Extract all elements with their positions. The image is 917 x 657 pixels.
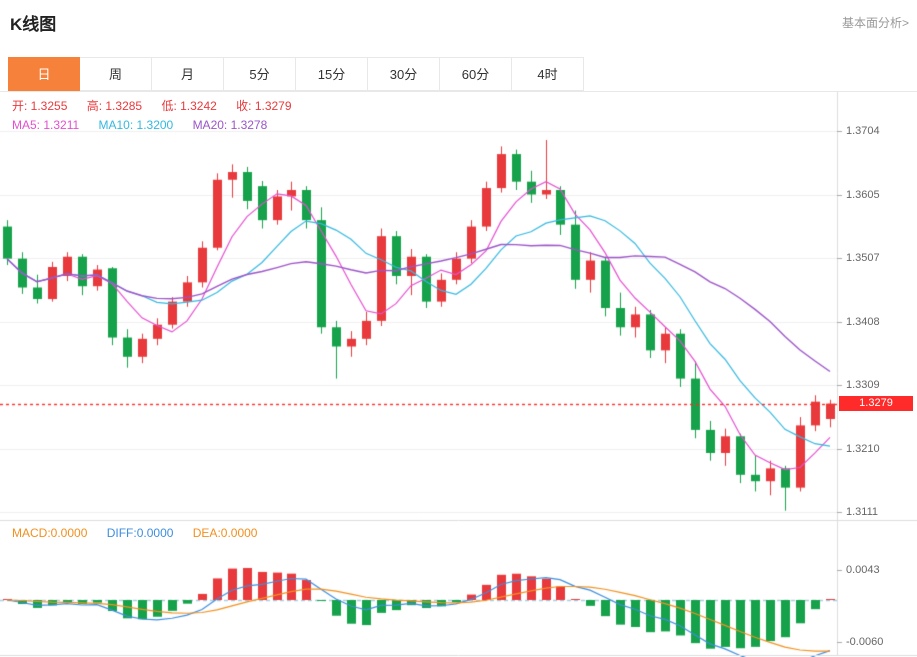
tab-4hour[interactable]: 4时 bbox=[512, 57, 584, 91]
chart-canvas[interactable] bbox=[0, 92, 917, 657]
fundamental-analysis-link[interactable]: 基本面分析> bbox=[841, 16, 909, 30]
tab-60min[interactable]: 60分 bbox=[440, 57, 512, 91]
tab-30min[interactable]: 30分 bbox=[368, 57, 440, 91]
page-title: K线图 bbox=[10, 15, 57, 34]
kline-chart: 开: 1.3255 高: 1.3285 低: 1.3242 收: 1.3279 … bbox=[0, 92, 917, 657]
period-tabs: 日 周 月 5分 15分 30分 60分 4时 bbox=[0, 57, 917, 92]
tab-5min[interactable]: 5分 bbox=[224, 57, 296, 91]
tab-15min[interactable]: 15分 bbox=[296, 57, 368, 91]
tab-month[interactable]: 月 bbox=[152, 57, 224, 91]
tab-week[interactable]: 周 bbox=[80, 57, 152, 91]
tab-day[interactable]: 日 bbox=[8, 57, 80, 91]
